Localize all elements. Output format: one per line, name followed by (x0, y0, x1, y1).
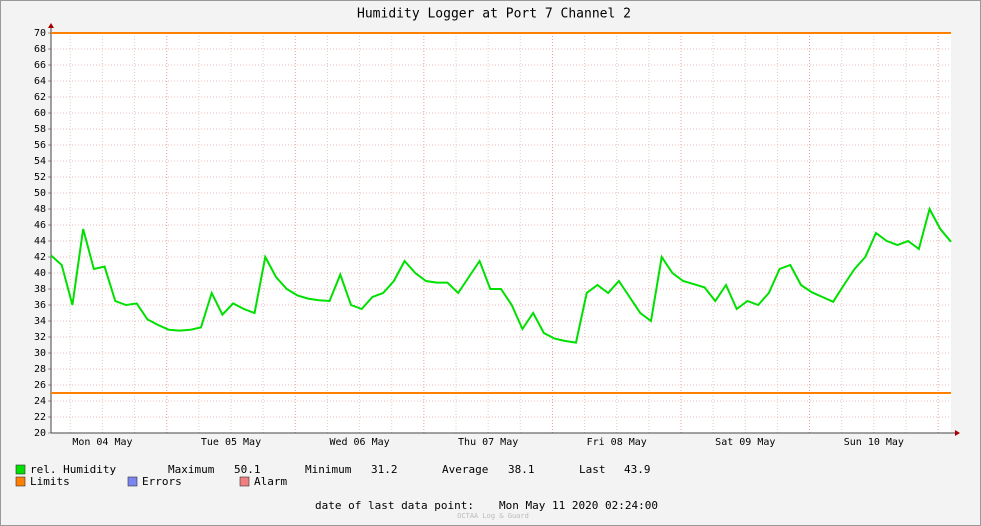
y-tick-label: 62 (34, 92, 46, 103)
y-tick-label: 44 (34, 236, 46, 247)
legend-label: rel. Humidity (30, 463, 116, 476)
legend-label: Errors (142, 475, 182, 488)
y-arrow (48, 23, 54, 28)
legend-swatch (15, 464, 26, 475)
x-tick-label: Fri 08 May (587, 437, 647, 448)
x-tick-label: Tue 05 May (201, 437, 261, 448)
y-tick-label: 28 (34, 364, 46, 375)
y-tick-label: 46 (34, 220, 46, 231)
legend-swatch (239, 476, 250, 487)
x-tick-label: Sat 09 May (715, 437, 775, 448)
y-tick-label: 20 (34, 428, 46, 439)
y-tick-label: 54 (34, 156, 46, 167)
last-point: Mon May 11 2020 02:24:00 (499, 499, 658, 512)
y-tick-label: 60 (34, 108, 46, 119)
x-tick-label: Wed 06 May (329, 437, 389, 448)
y-tick-label: 64 (34, 76, 46, 87)
y-tick-label: 68 (34, 44, 46, 55)
chart-title: Humidity Logger at Port 7 Channel 2 (357, 7, 631, 22)
y-tick-label: 30 (34, 348, 46, 359)
y-tick-label: 48 (34, 204, 46, 215)
y-tick-label: 52 (34, 172, 46, 183)
y-tick-label: 36 (34, 300, 46, 311)
y-tick-label: 40 (34, 268, 46, 279)
y-tick-label: 50 (34, 188, 46, 199)
legend-swatch (15, 476, 26, 487)
y-tick-label: 26 (34, 380, 46, 391)
legend-swatch (127, 476, 138, 487)
legend-label: Limits (30, 475, 70, 488)
x-arrow (955, 430, 960, 436)
y-tick-label: 66 (34, 60, 46, 71)
x-tick-label: Thu 07 May (458, 437, 518, 448)
y-tick-label: 56 (34, 140, 46, 151)
data-line (50, 206, 952, 344)
stat-label: Minimum (305, 463, 352, 476)
y-tick-label: 34 (34, 316, 46, 327)
y-tick-label: 38 (34, 284, 46, 295)
y-tick-label: 42 (34, 252, 46, 263)
stat-value: 31.2 (371, 463, 398, 476)
stat-label: Last (579, 463, 606, 476)
x-tick-label: Sun 10 May (844, 437, 904, 448)
footer: OCTAA Log & Guard (457, 512, 529, 520)
stat-label: Maximum (168, 463, 215, 476)
x-tick-label: Mon 04 May (72, 437, 132, 448)
legend-label: Alarm (254, 475, 287, 488)
stat-label: Average (442, 463, 488, 476)
y-tick-label: 22 (34, 412, 46, 423)
y-tick-label: 58 (34, 124, 46, 135)
y-tick-label: 32 (34, 332, 46, 343)
stat-value: 38.1 (508, 463, 535, 476)
stat-value: 43.9 (624, 463, 651, 476)
last-point-label: date of last data point: (315, 499, 474, 512)
y-tick-label: 70 (34, 28, 46, 39)
stat-value: 50.1 (234, 463, 261, 476)
y-tick-label: 24 (34, 396, 46, 407)
plot-area (51, 33, 951, 433)
